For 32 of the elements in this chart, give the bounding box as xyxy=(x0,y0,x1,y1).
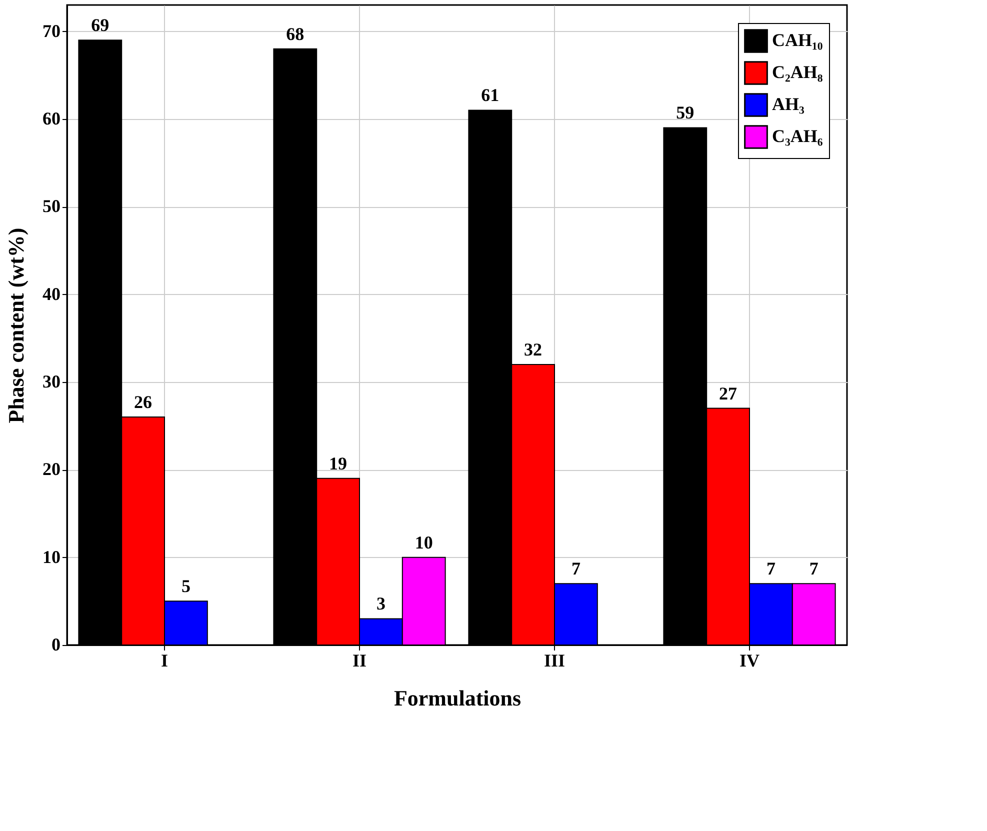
data-label: 10 xyxy=(414,532,433,552)
data-label: 19 xyxy=(329,453,348,474)
legend-label: C₃AH₆ xyxy=(772,126,824,146)
y-tick-label: 60 xyxy=(42,108,60,128)
data-label: 69 xyxy=(91,15,110,36)
data-label: 3 xyxy=(376,594,386,614)
x-tick-label: IV xyxy=(739,650,760,670)
y-tick-label: 40 xyxy=(42,284,60,304)
data-label: 59 xyxy=(676,102,694,123)
legend-label: CAH₁₀ xyxy=(772,30,823,50)
x-axis-title: Formulations xyxy=(394,686,522,710)
data-label: 61 xyxy=(481,85,500,106)
y-tick-label: 0 xyxy=(52,634,60,654)
legend-label: C₂AH₈ xyxy=(772,62,824,82)
data-label: 32 xyxy=(524,339,542,360)
data-label: 7 xyxy=(766,558,776,579)
legend-label: AH₃ xyxy=(772,94,805,114)
y-tick-label: 30 xyxy=(42,371,60,392)
data-label: 68 xyxy=(286,24,304,44)
x-tick-label: I xyxy=(160,650,168,670)
data-label: 26 xyxy=(134,392,152,412)
y-tick-label: 20 xyxy=(42,459,60,480)
data-label: 7 xyxy=(571,558,580,579)
y-axis-title: Phase content (wt%) xyxy=(4,228,28,424)
data-label: 5 xyxy=(181,576,190,596)
data-label: 27 xyxy=(719,383,738,404)
y-tick-label: 10 xyxy=(42,546,60,567)
x-tick-label: III xyxy=(544,650,566,670)
x-tick-label: II xyxy=(352,650,367,670)
data-label: 7 xyxy=(809,558,818,579)
y-tick-label: 50 xyxy=(42,196,60,216)
y-tick-label: 70 xyxy=(42,20,60,41)
